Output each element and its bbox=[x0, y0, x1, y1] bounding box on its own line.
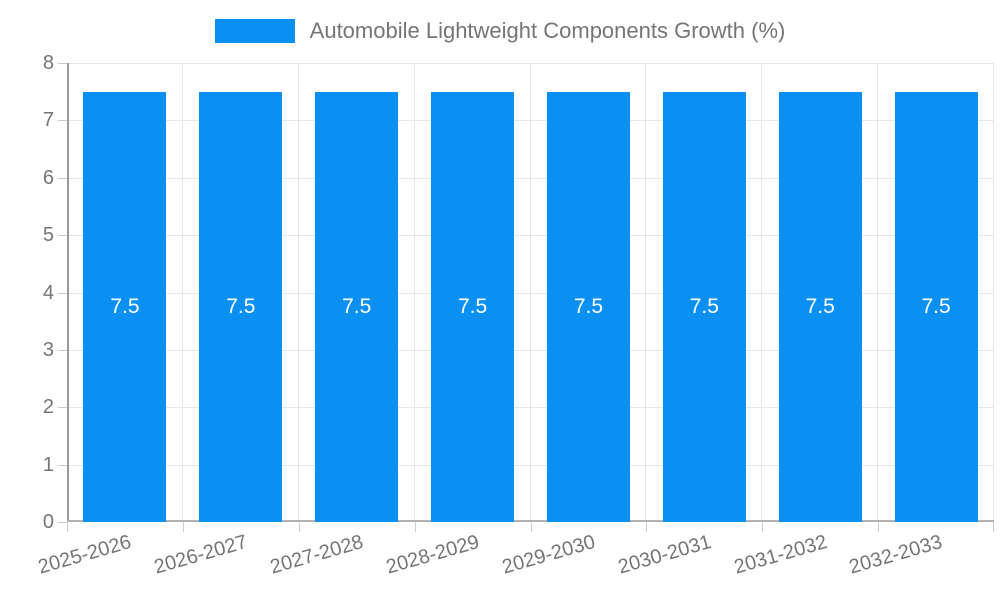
v-gridline bbox=[993, 63, 994, 522]
x-axis-tick bbox=[530, 522, 532, 532]
y-axis-label: 6 bbox=[42, 166, 54, 189]
h-gridline bbox=[67, 235, 994, 237]
x-axis-label: 2029-2030 bbox=[499, 531, 598, 579]
bar[interactable] bbox=[894, 91, 978, 522]
y-axis-label: 7 bbox=[42, 109, 54, 132]
x-axis-label: 2031-2032 bbox=[731, 531, 830, 579]
x-axis-label: 2032-2033 bbox=[847, 531, 946, 579]
y-axis-tick bbox=[58, 407, 67, 409]
y-axis-tick bbox=[58, 292, 67, 294]
v-gridline bbox=[413, 63, 415, 522]
x-axis-label-anchor: 2031-2032 bbox=[728, 531, 829, 579]
legend-swatch-icon bbox=[214, 19, 295, 43]
bar-value-label: 7.5 bbox=[805, 294, 835, 318]
x-axis-label-anchor: 2030-2031 bbox=[612, 531, 713, 579]
x-axis-label: 2028-2029 bbox=[383, 531, 482, 579]
y-axis-tick bbox=[58, 120, 67, 122]
x-axis-tick bbox=[993, 522, 994, 532]
y-axis-label: 8 bbox=[42, 52, 54, 74]
x-axis-label-anchor: 2029-2030 bbox=[496, 531, 597, 579]
h-gridline bbox=[67, 120, 994, 122]
x-axis-tick bbox=[182, 522, 184, 532]
legend-label: Automobile Lightweight Components Growth… bbox=[309, 18, 786, 43]
y-axis-tick bbox=[58, 522, 67, 523]
y-axis-label: 0 bbox=[42, 511, 54, 533]
x-axis-tick bbox=[878, 522, 880, 532]
y-axis-tick bbox=[58, 63, 67, 64]
x-axis-label-anchor: 2032-2033 bbox=[843, 531, 945, 579]
y-axis-tick bbox=[58, 177, 67, 179]
bar[interactable] bbox=[546, 91, 630, 522]
plot-area: 7.5 7.5 7.5 7.5 7.5 7.5 7.5 7.5 bbox=[58, 63, 994, 532]
x-axis-tick bbox=[414, 522, 416, 532]
x-axis-tick bbox=[762, 522, 764, 532]
y-axis-label: 4 bbox=[42, 281, 54, 304]
bar-value-label: 7.5 bbox=[689, 294, 719, 318]
v-gridline bbox=[645, 63, 647, 522]
x-axis-label: 2027-2028 bbox=[267, 531, 366, 579]
x-axis-label-anchor: 2027-2028 bbox=[264, 531, 366, 579]
x-axis-label-anchor: 2028-2029 bbox=[380, 531, 482, 579]
v-gridline bbox=[529, 63, 531, 522]
bar[interactable] bbox=[778, 91, 862, 522]
x-axis-label-anchor: 2026-2027 bbox=[148, 531, 250, 579]
bar-value-label: 7.5 bbox=[110, 294, 140, 318]
x-axis-tick bbox=[646, 522, 648, 532]
y-axis-label: 2 bbox=[42, 396, 54, 419]
h-gridline bbox=[67, 464, 994, 466]
x-axis-label: 2030-2031 bbox=[615, 531, 714, 579]
bar-value-label: 7.5 bbox=[573, 294, 604, 318]
h-gridline bbox=[67, 292, 994, 294]
v-gridline bbox=[297, 63, 299, 522]
legend: Automobile Lightweight Components Growth… bbox=[0, 19, 1000, 43]
y-axis-label: 1 bbox=[42, 453, 54, 476]
x-axis-label: 2026-2027 bbox=[151, 531, 250, 579]
h-gridline bbox=[67, 349, 994, 351]
y-axis-label: 3 bbox=[42, 338, 54, 361]
y-axis-tick bbox=[58, 235, 67, 237]
bar-value-label: 7.5 bbox=[226, 294, 256, 318]
h-gridline bbox=[67, 177, 994, 179]
bar-value-label: 7.5 bbox=[457, 294, 488, 318]
x-axis-tick bbox=[67, 522, 68, 532]
bar-value-label: 7.5 bbox=[342, 294, 372, 318]
bar[interactable] bbox=[662, 91, 746, 522]
x-axis-label-anchor: 2025-2026 bbox=[32, 531, 134, 579]
h-gridline bbox=[67, 407, 994, 409]
x-axis-label: 2025-2026 bbox=[35, 531, 135, 579]
y-axis-line bbox=[67, 63, 69, 522]
h-gridline bbox=[67, 63, 994, 64]
bar[interactable] bbox=[431, 91, 515, 522]
bar[interactable] bbox=[83, 91, 167, 522]
x-axis-line bbox=[67, 520, 994, 522]
y-axis-label: 5 bbox=[42, 224, 54, 247]
y-axis-tick bbox=[58, 464, 67, 466]
v-gridline bbox=[181, 63, 183, 522]
bar[interactable] bbox=[315, 91, 399, 522]
bar-value-label: 7.5 bbox=[921, 294, 951, 318]
v-gridline bbox=[877, 63, 879, 522]
y-axis-tick bbox=[58, 349, 67, 351]
v-gridline bbox=[761, 63, 763, 522]
x-axis-tick bbox=[298, 522, 300, 532]
bar[interactable] bbox=[199, 91, 283, 522]
